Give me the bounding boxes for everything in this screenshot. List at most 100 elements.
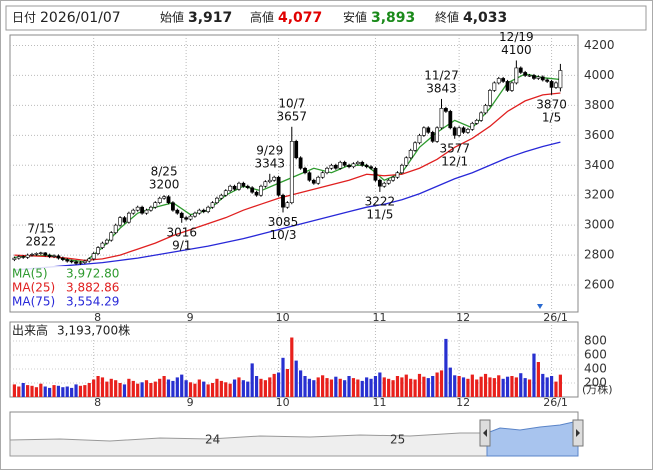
handle-arrow [576, 429, 580, 437]
annotation-date: 11/5 [366, 207, 393, 221]
moving-average-line [14, 73, 561, 263]
candle-body [417, 135, 422, 144]
candle-body [377, 179, 382, 187]
annotation-date: 10/7 [278, 96, 305, 110]
candle-body [153, 202, 158, 208]
volume-bar [56, 385, 61, 397]
volume-bar [461, 377, 466, 397]
volume-bar [193, 383, 197, 397]
candle-body [351, 163, 356, 168]
candle-body [254, 191, 259, 196]
candle-body [193, 212, 197, 217]
annotation-date: 9/1 [172, 238, 191, 252]
candle-body [197, 209, 202, 214]
volume-bar [206, 384, 210, 397]
candle-body [518, 67, 523, 73]
low-label: 安値 [343, 10, 367, 25]
x-tick-label: 26/1 [543, 311, 568, 324]
plot-layer: 2600 2800 3000 3200 3400 3600 3800 4000 4200 8 8 9 9… [10, 30, 615, 409]
volume-bar [131, 380, 135, 397]
candle-body [91, 253, 96, 260]
candle-body [175, 209, 180, 214]
candle-body [52, 255, 56, 257]
x-tick-label: 10 [276, 396, 290, 409]
volume-bar [470, 374, 474, 397]
volume-bar [466, 378, 470, 397]
candle-body [47, 254, 52, 257]
volume-bar [202, 381, 206, 397]
volume-bar [254, 376, 259, 397]
volume-bar [43, 386, 47, 397]
y-tick-label: 2600 [584, 278, 615, 292]
close-value: 4,033 [463, 10, 507, 26]
price-panel [9, 34, 579, 313]
volume-bar [285, 369, 289, 397]
x-tick-label: 8 [94, 396, 101, 409]
legend-value: 3,972.80 [66, 267, 119, 281]
x-tick-label: 9 [187, 311, 194, 324]
volume-bar [422, 376, 426, 397]
volume-bar [453, 375, 457, 397]
date-label: 日付 [12, 11, 36, 25]
candle-body [69, 260, 74, 263]
candle-body [113, 224, 118, 233]
candle-body [267, 179, 272, 183]
volume-bar [514, 377, 518, 397]
volume-tick-label: 800 [584, 334, 607, 348]
candle-body [16, 256, 21, 259]
volume-bar [153, 381, 157, 397]
candle-body [210, 202, 215, 208]
annotation-value: 3843 [426, 81, 457, 95]
volume-bar [52, 385, 56, 397]
candle-body [171, 202, 175, 211]
candle-body [294, 141, 299, 159]
candle-body [430, 132, 435, 142]
volume-bar [532, 353, 536, 397]
volume-bar [92, 379, 96, 397]
candle-body [157, 197, 162, 203]
volume-bar [136, 383, 140, 397]
candle-body [549, 81, 554, 88]
candle-body [426, 127, 431, 133]
volume-bar [149, 383, 153, 397]
volume-bar [87, 383, 91, 397]
volume-bar [527, 379, 532, 397]
volume-bar [510, 376, 514, 397]
volume-bar [501, 378, 505, 397]
candle-body [554, 82, 558, 88]
volume-bar [444, 338, 448, 397]
candle-body [408, 149, 413, 159]
candle-body [399, 164, 404, 174]
candle-body [527, 75, 532, 77]
candle-body [259, 185, 263, 196]
candle-body [307, 172, 312, 181]
volume-bar [457, 376, 461, 397]
volume-bar [281, 357, 285, 397]
annotation-value: 4100 [501, 43, 532, 57]
volume-latest: 3,193,700株 [57, 323, 130, 338]
volume-title: 出来高 [12, 323, 48, 338]
volume-bar [17, 386, 21, 397]
volume-bar [404, 374, 408, 397]
candle-body [360, 161, 365, 166]
candle-body [162, 196, 167, 199]
candle-body [523, 72, 528, 76]
volume-bar [299, 370, 303, 397]
candle-body [118, 217, 122, 226]
candle-body [311, 179, 316, 184]
candle-body [135, 206, 140, 211]
candle-body [505, 81, 510, 91]
volume-bar [307, 378, 312, 397]
annotation-value: 3222 [365, 194, 396, 208]
candle-body [558, 70, 563, 89]
navigator-selection[interactable] [486, 420, 579, 457]
volume-title-box [11, 323, 129, 338]
candle-body [223, 190, 228, 196]
candle-body [263, 181, 268, 187]
volume-bar [373, 376, 378, 397]
volume-bar [48, 387, 52, 397]
volume-bar [100, 377, 105, 397]
volume-bar [431, 376, 435, 397]
volume-bar [96, 376, 100, 397]
